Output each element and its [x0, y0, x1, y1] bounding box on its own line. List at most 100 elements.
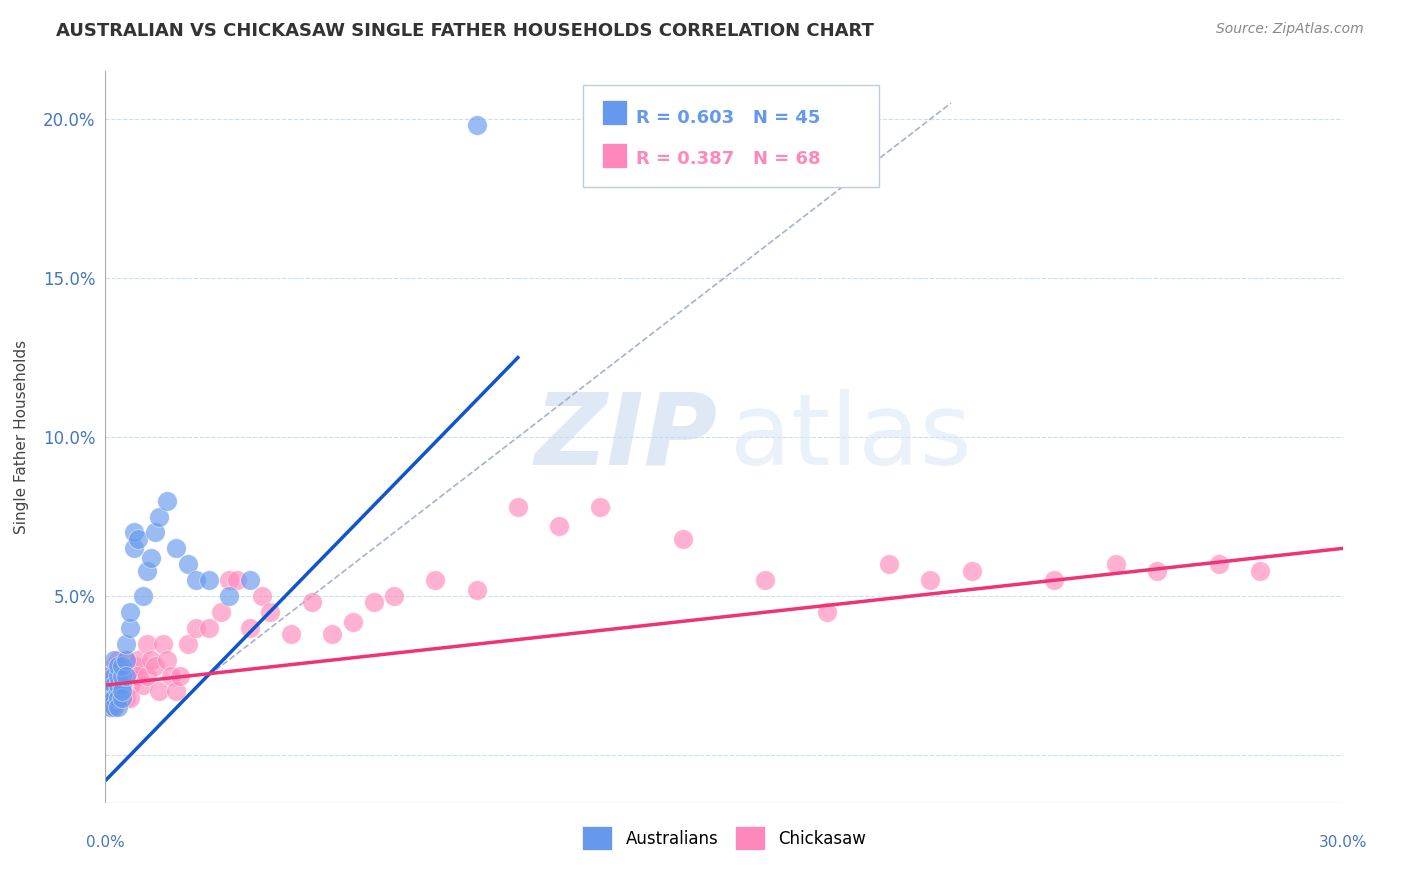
Point: [98, 678, 121, 692]
Point: [1146, 564, 1168, 578]
Point: [239, 573, 262, 587]
Text: ZIP: ZIP: [534, 389, 718, 485]
Point: [218, 589, 240, 603]
Point: [103, 659, 125, 673]
Point: [115, 653, 138, 667]
Point: [111, 659, 134, 673]
Point: [107, 653, 129, 667]
Text: 0.0%: 0.0%: [86, 836, 125, 850]
Point: [877, 558, 900, 572]
Point: [111, 678, 134, 692]
Point: [115, 690, 138, 705]
Point: [127, 653, 149, 667]
Point: [98, 684, 121, 698]
Point: [920, 573, 942, 587]
Legend: Australians, Chickasaw: Australians, Chickasaw: [575, 820, 873, 856]
Point: [169, 668, 191, 682]
Point: [111, 659, 134, 673]
Point: [1105, 558, 1128, 572]
Point: [111, 678, 134, 692]
Point: [135, 637, 157, 651]
Point: [382, 589, 405, 603]
Point: [139, 550, 162, 565]
Point: [103, 678, 125, 692]
Point: [131, 678, 153, 692]
Point: [186, 621, 208, 635]
Point: [103, 678, 125, 692]
Point: [98, 700, 121, 714]
Point: [148, 684, 170, 698]
Point: [120, 678, 142, 692]
Point: [111, 684, 134, 698]
Point: [98, 668, 121, 682]
Point: [124, 659, 146, 673]
Point: [127, 668, 149, 682]
Point: [131, 589, 153, 603]
Point: [107, 659, 129, 673]
Point: [342, 615, 364, 629]
Point: [301, 595, 323, 609]
Point: [280, 627, 302, 641]
Y-axis label: Single Father Households: Single Father Households: [14, 340, 30, 534]
Point: [107, 668, 129, 682]
Point: [115, 653, 138, 667]
Text: R = 0.387   N = 68: R = 0.387 N = 68: [636, 150, 820, 168]
Point: [103, 700, 125, 714]
Point: [120, 690, 142, 705]
Point: [103, 690, 125, 705]
Point: [1043, 573, 1066, 587]
Point: [111, 668, 134, 682]
Point: [107, 684, 129, 698]
Point: [107, 668, 129, 682]
Point: [111, 690, 134, 705]
Point: [143, 659, 166, 673]
Point: [197, 621, 219, 635]
Point: [98, 668, 121, 682]
Point: [111, 690, 134, 705]
Point: [226, 573, 249, 587]
Point: [120, 605, 142, 619]
Point: [115, 668, 138, 682]
Point: [107, 690, 129, 705]
Point: [259, 605, 281, 619]
Point: [148, 509, 170, 524]
Point: [111, 668, 134, 682]
Point: [186, 573, 208, 587]
Point: [107, 678, 129, 692]
Text: AUSTRALIAN VS CHICKASAW SINGLE FATHER HOUSEHOLDS CORRELATION CHART: AUSTRALIAN VS CHICKASAW SINGLE FATHER HO…: [56, 22, 875, 40]
Point: [165, 541, 187, 556]
Point: [98, 684, 121, 698]
Point: [124, 668, 146, 682]
Point: [103, 684, 125, 698]
Point: [143, 525, 166, 540]
Point: [506, 500, 529, 514]
Text: atlas: atlas: [730, 389, 972, 485]
Point: [103, 690, 125, 705]
Point: [218, 573, 240, 587]
Point: [120, 668, 142, 682]
Point: [363, 595, 385, 609]
Point: [103, 690, 125, 705]
Point: [160, 668, 183, 682]
Point: [103, 653, 125, 667]
Text: Source: ZipAtlas.com: Source: ZipAtlas.com: [1216, 22, 1364, 37]
Point: [960, 564, 983, 578]
Point: [209, 605, 232, 619]
Point: [156, 493, 179, 508]
Point: [115, 637, 138, 651]
Point: [465, 582, 488, 597]
Point: [177, 637, 200, 651]
Point: [115, 668, 138, 682]
Point: [107, 700, 129, 714]
Point: [103, 700, 125, 714]
Point: [1249, 564, 1271, 578]
Point: [103, 668, 125, 682]
Point: [754, 573, 776, 587]
Text: 30.0%: 30.0%: [1319, 836, 1367, 850]
Point: [107, 678, 129, 692]
Point: [465, 119, 488, 133]
Point: [156, 653, 179, 667]
Point: [197, 573, 219, 587]
Point: [239, 621, 262, 635]
Point: [135, 668, 157, 682]
